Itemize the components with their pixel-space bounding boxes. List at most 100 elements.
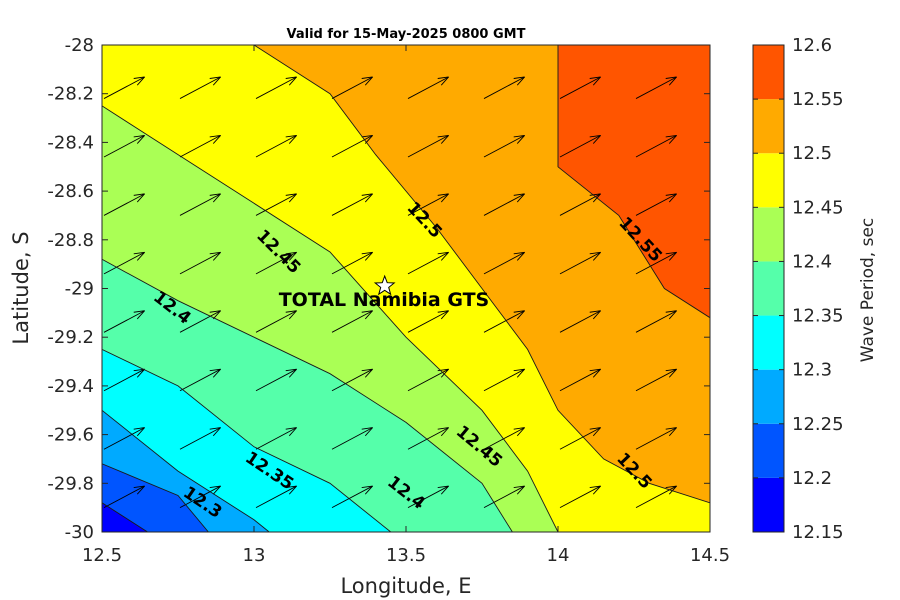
wind-arrow bbox=[483, 251, 525, 275]
colorbar-swatch bbox=[753, 45, 784, 100]
contour-line-12.5 bbox=[253, 45, 710, 504]
colorbar-tick-label: 12.25 bbox=[792, 414, 844, 435]
wind-arrow bbox=[483, 368, 525, 392]
wind-arrow bbox=[179, 310, 221, 333]
wind-arrow bbox=[483, 134, 525, 158]
wind-arrow bbox=[331, 368, 373, 392]
wind-arrow bbox=[255, 427, 297, 450]
contour-line-12.25 bbox=[102, 463, 209, 532]
y-tick-label: -29 bbox=[65, 279, 94, 300]
x-tick-label: 13.5 bbox=[386, 545, 426, 566]
wind-arrow bbox=[483, 76, 525, 99]
wind-arrow bbox=[635, 368, 677, 392]
colorbar-swatch bbox=[753, 477, 784, 532]
wind-arrow bbox=[179, 251, 221, 275]
colorbar-swatch bbox=[753, 99, 784, 154]
y-tick-label: -28.6 bbox=[47, 181, 94, 202]
x-tick-label: 14 bbox=[547, 545, 570, 566]
wind-arrow bbox=[331, 251, 373, 275]
chart-title: Valid for 15-May-2025 0800 GMT bbox=[287, 27, 526, 42]
y-tick-label: -29.6 bbox=[47, 425, 94, 446]
contour-line-12.4 bbox=[102, 258, 513, 532]
wind-arrow bbox=[483, 427, 525, 450]
wind-arrow bbox=[407, 310, 449, 333]
wind-arrow bbox=[331, 427, 373, 450]
wind-arrow bbox=[331, 76, 373, 99]
wind-arrow bbox=[255, 134, 297, 158]
y-tick-label: -29.2 bbox=[47, 327, 94, 348]
colorbar-tick-label: 12.2 bbox=[792, 468, 832, 489]
wind-arrow bbox=[635, 193, 677, 216]
station-marker-group: TOTAL Namibia GTS bbox=[279, 274, 490, 311]
colorbar-swatch bbox=[753, 153, 784, 208]
wind-arrow bbox=[407, 134, 449, 158]
wind-arrow bbox=[179, 368, 221, 392]
wind-arrow bbox=[483, 310, 525, 333]
wind-arrow bbox=[559, 251, 601, 275]
y-tick-label: -30 bbox=[65, 522, 94, 543]
y-tick-label: -28.2 bbox=[47, 84, 94, 105]
colorbar-swatch bbox=[753, 423, 784, 478]
wind-arrow bbox=[255, 310, 297, 333]
colorbar-swatch bbox=[753, 315, 784, 370]
y-axis-ticks: -28 -28.2 -28.4 -28.6 -28.8 -29 -29.2 -29.4 -29.… bbox=[47, 35, 710, 543]
contour-line-12.45 bbox=[102, 105, 559, 532]
contour-line-12.2 bbox=[102, 502, 148, 532]
wind-arrow bbox=[559, 485, 601, 509]
x-axis-ticks: 12.5 13 13.5 14 14.5 bbox=[82, 45, 730, 566]
wind-arrow bbox=[559, 368, 601, 392]
wind-arrow bbox=[483, 193, 525, 216]
wind-arrow bbox=[559, 427, 601, 450]
colorbar-tick-label: 12.5 bbox=[792, 143, 832, 164]
wind-arrow bbox=[559, 310, 601, 333]
wind-arrow bbox=[635, 76, 677, 99]
wind-arrow bbox=[407, 251, 449, 275]
wind-arrow bbox=[103, 427, 145, 450]
wind-arrow bbox=[407, 368, 449, 392]
station-label: TOTAL Namibia GTS bbox=[279, 289, 490, 311]
wind-arrow bbox=[179, 76, 221, 99]
y-tick-label: -29.4 bbox=[47, 376, 94, 397]
wind-arrow bbox=[255, 76, 297, 99]
contour-line-12.3 bbox=[102, 409, 270, 532]
wind-arrow bbox=[103, 310, 145, 333]
x-tick-label: 13 bbox=[243, 545, 266, 566]
wind-arrow bbox=[559, 134, 601, 158]
wind-arrow bbox=[179, 134, 221, 158]
y-tick-label: -29.8 bbox=[47, 473, 94, 494]
wind-arrow bbox=[407, 485, 449, 509]
wind-arrow bbox=[255, 485, 297, 509]
wind-arrow bbox=[103, 134, 145, 158]
colorbar: 12.15 12.2 12.25 12.3 12.35 12.4 12.45 12.5 12.5… bbox=[752, 35, 844, 543]
station-star-icon bbox=[373, 274, 396, 296]
wind-arrow bbox=[635, 134, 677, 158]
colorbar-tick-label: 12.4 bbox=[792, 251, 832, 272]
x-tick-label: 14.5 bbox=[690, 545, 730, 566]
contour-band-below-12.25 bbox=[102, 463, 209, 532]
colorbar-swatch bbox=[753, 261, 784, 316]
y-axis-label: Latitude, S bbox=[9, 231, 33, 344]
wind-arrow bbox=[331, 193, 373, 216]
y-tick-label: -28 bbox=[65, 35, 94, 56]
wind-arrow bbox=[103, 251, 145, 275]
wind-arrow bbox=[103, 485, 145, 509]
wind-arrow bbox=[635, 310, 677, 333]
wind-arrow bbox=[103, 193, 145, 216]
y-tick-label: -28.4 bbox=[47, 132, 94, 153]
wind-arrow bbox=[635, 427, 677, 450]
wind-arrow bbox=[331, 310, 373, 333]
wind-arrow bbox=[407, 193, 449, 216]
wind-arrow bbox=[255, 251, 297, 275]
colorbar-tick-label: 12.55 bbox=[792, 89, 844, 110]
x-axis-label: Longitude, E bbox=[340, 574, 471, 598]
wind-arrow bbox=[407, 76, 449, 99]
wind-arrow bbox=[103, 76, 145, 99]
wind-arrow bbox=[635, 251, 677, 275]
x-tick-label: 12.5 bbox=[82, 545, 122, 566]
wind-arrow bbox=[483, 485, 525, 509]
y-tick-label: -28.8 bbox=[47, 230, 94, 251]
colorbar-tick-label: 12.45 bbox=[792, 197, 844, 218]
wind-arrow bbox=[179, 485, 221, 509]
colorbar-swatch bbox=[753, 207, 784, 262]
